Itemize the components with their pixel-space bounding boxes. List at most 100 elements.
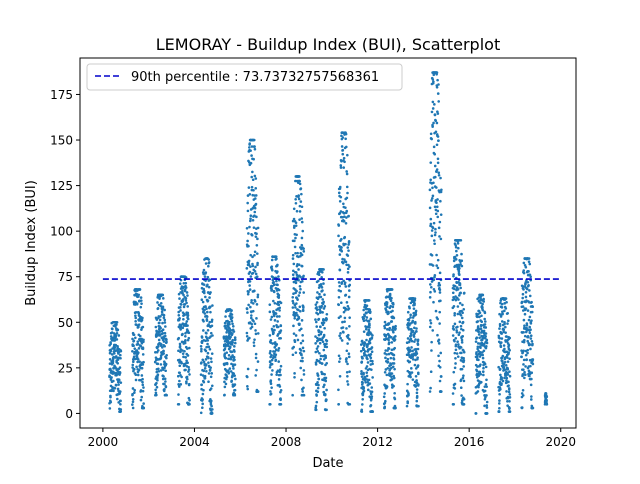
data-point [273,283,276,286]
data-point [436,215,440,219]
data-point [344,307,348,311]
data-point [476,312,480,316]
data-point [108,374,111,377]
data-point [299,187,303,190]
data-point [527,318,531,322]
data-point [385,301,389,304]
data-point [483,404,486,408]
data-point [246,209,250,213]
data-point [411,319,415,323]
data-point [140,395,144,399]
data-point [346,246,350,249]
data-point [508,357,511,361]
data-point [390,377,394,381]
data-point [142,360,145,364]
data-point [462,359,466,362]
data-point [156,378,159,382]
data-point [508,406,511,410]
y-axis-label: Buildup Index (BUI) [24,180,39,306]
data-point [501,359,504,363]
data-point [322,358,326,361]
data-point [206,310,209,314]
data-point [507,380,510,384]
data-point [455,330,459,334]
data-point [114,383,118,387]
data-point [295,302,298,305]
data-point [390,375,393,379]
data-point [202,268,206,272]
data-point [439,351,443,355]
data-point [269,318,273,321]
data-point [438,291,442,294]
data-point [204,358,208,361]
data-point [461,303,464,307]
data-point [505,300,508,304]
data-point [437,100,440,103]
data-point [436,135,440,138]
data-point [455,253,459,257]
data-point [178,364,182,368]
data-point [506,356,509,359]
data-point [345,349,349,353]
data-point [457,246,460,250]
data-point [523,334,527,338]
data-point [248,270,252,274]
data-point [387,352,391,356]
data-point [390,341,394,344]
data-point [409,375,412,379]
data-point [477,374,481,378]
data-point [340,159,343,163]
data-point [428,283,432,286]
data-point [436,258,440,262]
data-point [346,342,349,345]
data-point [269,390,272,393]
data-point [429,217,433,221]
data-point [270,353,273,357]
data-point [299,349,303,352]
data-point [136,342,140,346]
data-point [292,207,296,211]
data-point [435,71,439,74]
data-point [456,312,460,316]
data-point [324,356,328,360]
data-point [164,369,167,373]
data-point [322,307,326,310]
data-point [134,352,137,355]
data-point [521,388,525,392]
data-point [142,386,145,389]
data-point [480,380,483,384]
data-point [459,386,463,390]
data-point [274,353,278,356]
data-point [297,197,301,201]
data-point [179,309,182,312]
data-point [230,313,234,316]
data-point [317,286,321,289]
data-point [223,324,227,328]
data-point [188,402,191,406]
data-point [340,237,343,241]
data-point [361,381,364,385]
data-point [110,376,113,379]
data-point [113,346,117,349]
data-point [179,306,182,309]
data-point [224,382,228,386]
data-point [209,305,212,309]
data-point [279,398,282,402]
data-point [321,340,325,344]
data-point [476,320,480,323]
data-point [252,341,256,344]
data-point [520,406,524,409]
data-point [387,341,391,344]
data-point [337,296,341,299]
data-point [316,350,320,353]
y-tick-label: 100 [50,225,73,239]
data-point [415,381,419,385]
data-point [482,366,485,370]
data-point [506,400,509,403]
data-point [365,304,369,308]
data-point [291,273,295,277]
data-point [273,319,277,322]
data-point [210,324,214,328]
data-point [428,206,432,210]
data-point [158,321,161,325]
